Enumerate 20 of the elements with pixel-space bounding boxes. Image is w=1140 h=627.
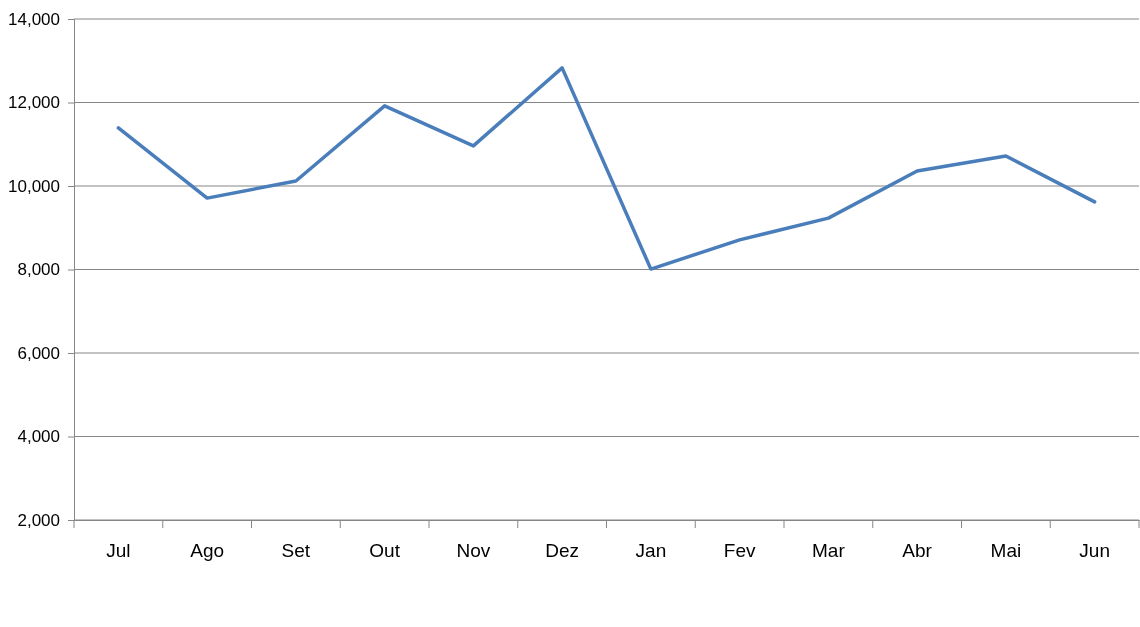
x-tick-label: Jul (106, 540, 131, 562)
x-tick-label: Dez (545, 540, 580, 562)
x-tick-label: Fev (723, 540, 756, 562)
y-tick-label: 2,000 (17, 510, 60, 530)
x-tick-label: Jun (1079, 540, 1110, 562)
x-tick-label: Jan (635, 540, 667, 562)
x-tick-label: Ago (190, 540, 225, 562)
y-tick-label: 10,000 (8, 176, 60, 196)
y-tick-label: 4,000 (17, 427, 60, 447)
x-tick-label: Abr (902, 540, 933, 562)
y-tick-label: 14,000 (8, 9, 60, 29)
y-tick-label: 6,000 (17, 343, 60, 363)
y-tick-label: 12,000 (8, 93, 60, 113)
y-tick-label: 8,000 (17, 260, 60, 280)
x-tick-label: Out (369, 540, 401, 562)
line-series (116, 66, 1097, 271)
x-tick-label: Set (281, 540, 311, 562)
x-tick-label: Nov (456, 540, 491, 562)
x-tick-label: Mar (812, 540, 846, 562)
x-tick-label: Mai (990, 540, 1022, 562)
